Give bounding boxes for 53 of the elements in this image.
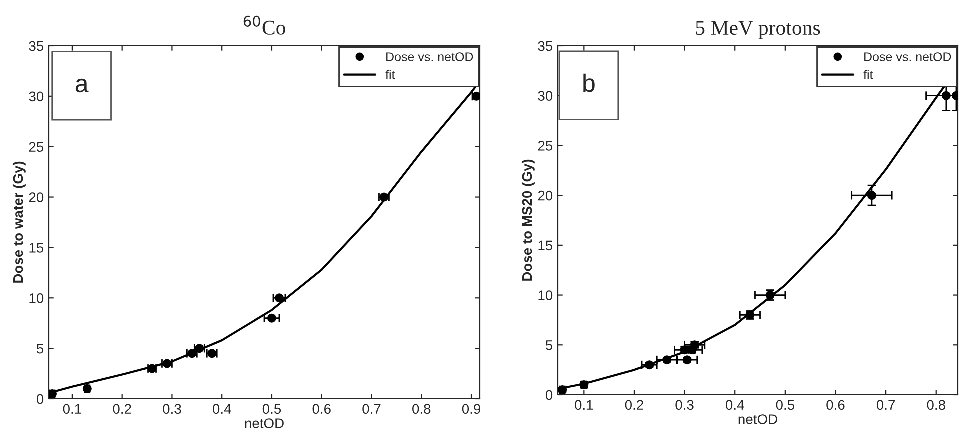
- point: [662, 356, 672, 365]
- chart-title: $^{60}$Co: [244, 16, 286, 35]
- y-tick-label: 35: [538, 41, 553, 52]
- x-axis-title: netOD: [738, 414, 778, 424]
- x-tick-label: 0.2: [625, 400, 644, 410]
- y-tick-label: 25: [538, 141, 553, 151]
- x-axis-title: netOD: [245, 418, 284, 428]
- point: [472, 92, 480, 101]
- x-tick-label: 0.7: [362, 404, 381, 414]
- annotation: a: [76, 78, 89, 93]
- y-tick-label: 15: [538, 240, 553, 251]
- point: [267, 314, 276, 323]
- x-tick-label: 0.1: [63, 404, 82, 414]
- y-tick-label: 20: [538, 190, 553, 201]
- x-tick-label: 0.6: [826, 400, 845, 410]
- x-tick-label: 0.8: [412, 404, 431, 414]
- point: [867, 191, 876, 200]
- x-tick-label: 0.3: [676, 400, 694, 410]
- y-tick-label: 0: [36, 394, 44, 404]
- x-tick-label: 0.4: [212, 404, 232, 414]
- y-tick-label: 20: [29, 192, 44, 202]
- point: [682, 356, 692, 365]
- y-tick-label: 5: [546, 340, 553, 350]
- x-tick-label: 0.6: [312, 404, 331, 414]
- x-tick-label: 0.7: [876, 400, 896, 410]
- chart-title: 5 MeV protons: [696, 21, 820, 40]
- x-tick-label: 0.8: [927, 400, 946, 410]
- legend-label: Dose vs. netOD: [386, 52, 474, 62]
- y-tick-label: 30: [538, 91, 553, 102]
- y-tick-label: 0: [546, 390, 553, 400]
- y-axis-title: Dose to water (Gy): [12, 162, 26, 283]
- x-tick-label: 0.5: [262, 404, 282, 414]
- x-tick-label: 0.3: [163, 404, 182, 414]
- x-tick-label: 0.4: [726, 400, 744, 410]
- x-tick-label: 0.9: [462, 404, 481, 414]
- legend-label: fit: [386, 70, 396, 80]
- y-axis-title: Dose to MS20 (Gy): [522, 160, 535, 281]
- y-tick-label: 10: [30, 293, 44, 304]
- y-tick-label: 35: [29, 41, 44, 52]
- point: [942, 91, 951, 100]
- point: [274, 294, 284, 303]
- point: [645, 360, 654, 370]
- legend-label: fit: [864, 70, 874, 80]
- x-tick-label: 0.5: [776, 400, 794, 410]
- y-tick-label: 30: [29, 92, 44, 102]
- y-tick-label: 15: [30, 243, 44, 253]
- y-tick-label: 25: [29, 142, 44, 152]
- annotation: b: [584, 74, 595, 92]
- x-tick-label: 0.1: [575, 400, 594, 410]
- y-tick-label: 10: [538, 290, 553, 300]
- x-tick-label: 0.2: [113, 404, 132, 414]
- y-tick-label: 5: [36, 344, 44, 354]
- legend-label: Dose vs. netOD: [864, 52, 952, 62]
